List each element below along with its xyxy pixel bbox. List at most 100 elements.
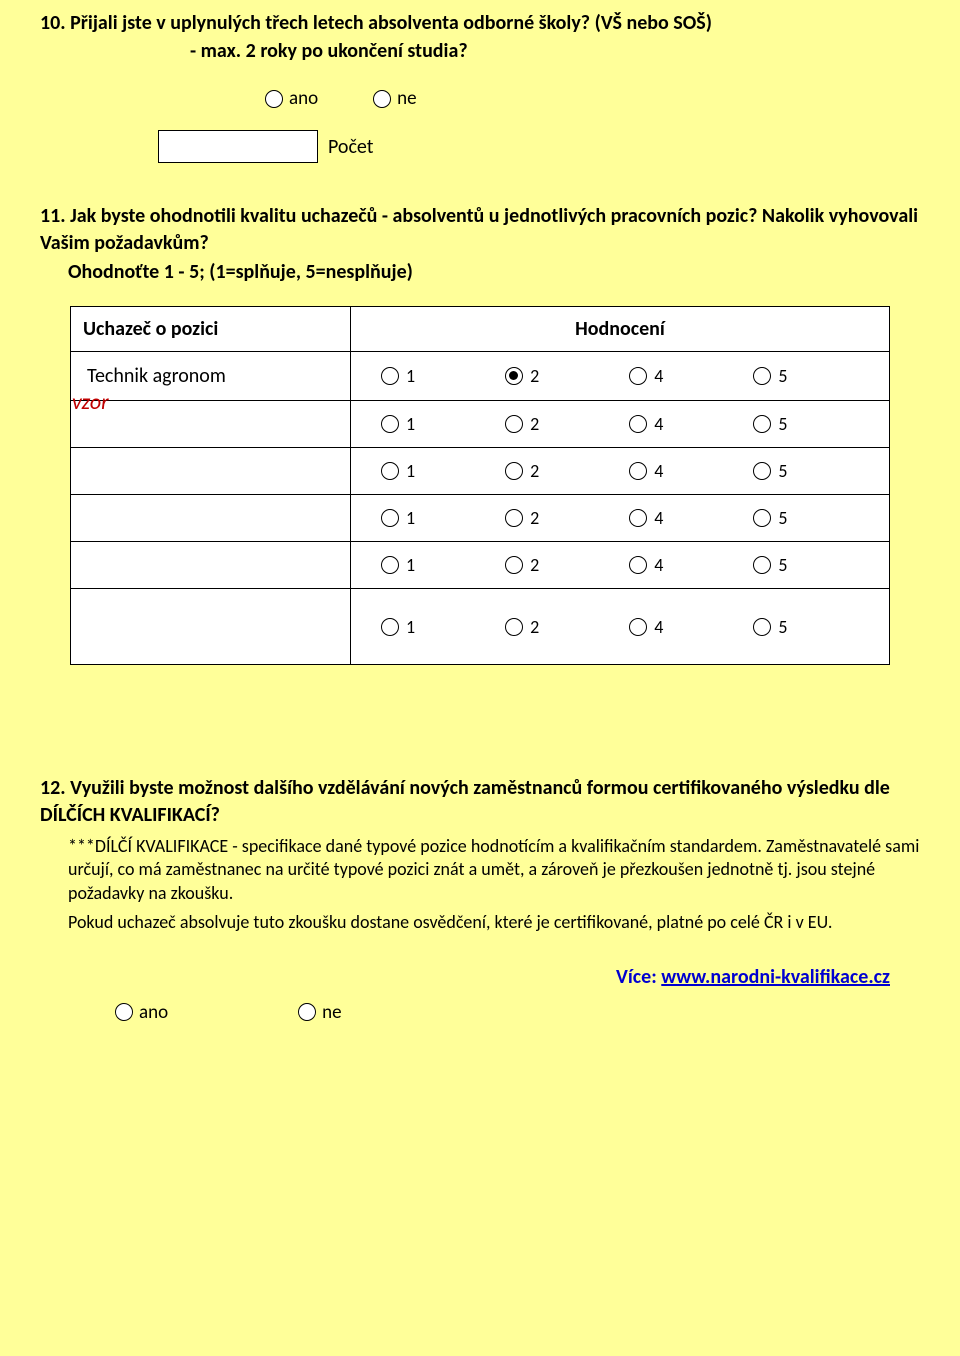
rating-option-1[interactable]: 1 <box>381 616 415 638</box>
rating-label: 1 <box>406 616 415 638</box>
radio-icon <box>753 415 771 433</box>
rating-option-4[interactable]: 4 <box>629 554 663 576</box>
rating-option-2[interactable]: 2 <box>505 460 539 482</box>
rating-label: 1 <box>406 413 415 435</box>
q12-option-yes[interactable]: ano <box>115 1001 168 1024</box>
q10-sub: - max. 2 roky po ukončení studia? <box>40 39 920 63</box>
rating-option-1[interactable]: 1 <box>381 365 415 387</box>
position-cell[interactable] <box>71 542 351 589</box>
radio-icon <box>505 509 523 527</box>
rating-option-1[interactable]: 1 <box>381 460 415 482</box>
q12-title: 12. Využili byste možnost dalšího vzdělá… <box>40 775 920 829</box>
q10-option-yes[interactable]: ano <box>265 87 318 110</box>
rating-option-4[interactable]: 4 <box>629 460 663 482</box>
rating-option-5[interactable]: 5 <box>753 413 787 435</box>
q12-p1: ***DÍLČÍ KVALIFIKACE - specifikace dané … <box>68 835 920 905</box>
rating-label: 1 <box>406 365 415 387</box>
radio-icon <box>505 462 523 480</box>
radio-icon <box>753 618 771 636</box>
table-row: 1 2 4 5 <box>71 589 890 665</box>
rating-option-2[interactable]: 2 <box>505 554 539 576</box>
more-link[interactable]: www.narodni-kvalifikace.cz <box>661 965 890 989</box>
rating-label: 2 <box>530 507 539 529</box>
rating-label: 5 <box>778 460 787 482</box>
rating-option-4[interactable]: 4 <box>629 616 663 638</box>
rating-option-1[interactable]: 1 <box>381 413 415 435</box>
rating-option-4[interactable]: 4 <box>629 507 663 529</box>
radio-icon <box>298 1003 316 1021</box>
col-position: Uchazeč o pozici <box>71 307 351 352</box>
rating-label: 4 <box>654 460 663 482</box>
rating-option-5[interactable]: 5 <box>753 460 787 482</box>
table-row: 1 2 4 5 <box>71 401 890 448</box>
q11-text: 11. Jak byste ohodnotili kvalitu uchazeč… <box>40 203 920 257</box>
radio-icon <box>505 415 523 433</box>
table-row: 1 2 4 5 <box>71 448 890 495</box>
rating-option-2[interactable]: 2 <box>505 365 539 387</box>
rating-cell: 1 2 4 5 <box>351 589 890 665</box>
radio-icon <box>629 618 647 636</box>
radio-icon <box>505 618 523 636</box>
rating-cell: 1 2 4 5 <box>351 448 890 495</box>
vzor-label: vzor <box>72 388 109 415</box>
radio-icon <box>629 509 647 527</box>
rating-option-2[interactable]: 2 <box>505 507 539 529</box>
position-cell[interactable] <box>71 401 351 448</box>
rating-label: 4 <box>654 507 663 529</box>
rating-label: 1 <box>406 507 415 529</box>
rating-label: 4 <box>654 554 663 576</box>
q11-table-wrap: vzor Uchazeč o pozici Hodnocení Technik … <box>70 306 920 665</box>
rating-option-5[interactable]: 5 <box>753 507 787 529</box>
q10-count-input[interactable] <box>158 130 318 163</box>
position-cell[interactable] <box>71 589 351 665</box>
q11-sub: Ohodnoťte 1 - 5; (1=splňuje, 5=nesplňuje… <box>40 259 920 286</box>
rating-label: 1 <box>406 554 415 576</box>
radio-icon <box>381 618 399 636</box>
radio-icon <box>753 462 771 480</box>
rating-label: 4 <box>654 616 663 638</box>
radio-icon <box>629 556 647 574</box>
q12-option-no[interactable]: ne <box>298 1001 341 1024</box>
col-rating: Hodnocení <box>351 307 890 352</box>
radio-icon <box>629 415 647 433</box>
q12-no-label: ne <box>322 1001 341 1024</box>
rating-label: 5 <box>778 413 787 435</box>
q11-number: 11. <box>40 204 66 228</box>
rating-label: 2 <box>530 365 539 387</box>
rating-option-1[interactable]: 1 <box>381 554 415 576</box>
table-header-row: Uchazeč o pozici Hodnocení <box>71 307 890 352</box>
q10-text: 10. Přijali jste v uplynulých třech lete… <box>40 10 920 37</box>
radio-icon <box>505 556 523 574</box>
rating-option-5[interactable]: 5 <box>753 616 787 638</box>
rating-option-4[interactable]: 4 <box>629 365 663 387</box>
rating-option-2[interactable]: 2 <box>505 616 539 638</box>
position-cell[interactable] <box>71 448 351 495</box>
table-row: 1 2 4 5 <box>71 542 890 589</box>
radio-icon <box>753 556 771 574</box>
rating-option-1[interactable]: 1 <box>381 507 415 529</box>
rating-label: 2 <box>530 616 539 638</box>
rating-option-5[interactable]: 5 <box>753 554 787 576</box>
q10-count-row: Počet <box>40 130 920 163</box>
rating-label: 2 <box>530 413 539 435</box>
radio-icon <box>629 462 647 480</box>
position-cell[interactable] <box>71 495 351 542</box>
rating-cell: 1 2 4 5 <box>351 495 890 542</box>
radio-icon <box>373 90 391 108</box>
radio-icon <box>753 367 771 385</box>
q12-body: ***DÍLČÍ KVALIFIKACE - specifikace dané … <box>40 835 920 935</box>
rating-cell: 1 2 4 5 <box>351 542 890 589</box>
rating-cell: 1 2 4 5 <box>351 352 890 401</box>
rating-label: 4 <box>654 413 663 435</box>
rating-option-5[interactable]: 5 <box>753 365 787 387</box>
q10-number: 10. <box>40 11 66 35</box>
rating-label: 1 <box>406 460 415 482</box>
rating-label: 4 <box>654 365 663 387</box>
radio-icon <box>629 367 647 385</box>
rating-table: Uchazeč o pozici Hodnocení Technik agron… <box>70 306 890 665</box>
radio-icon <box>381 415 399 433</box>
q12-number: 12. <box>40 776 66 800</box>
rating-option-2[interactable]: 2 <box>505 413 539 435</box>
rating-option-4[interactable]: 4 <box>629 413 663 435</box>
q10-option-no[interactable]: ne <box>373 87 416 110</box>
